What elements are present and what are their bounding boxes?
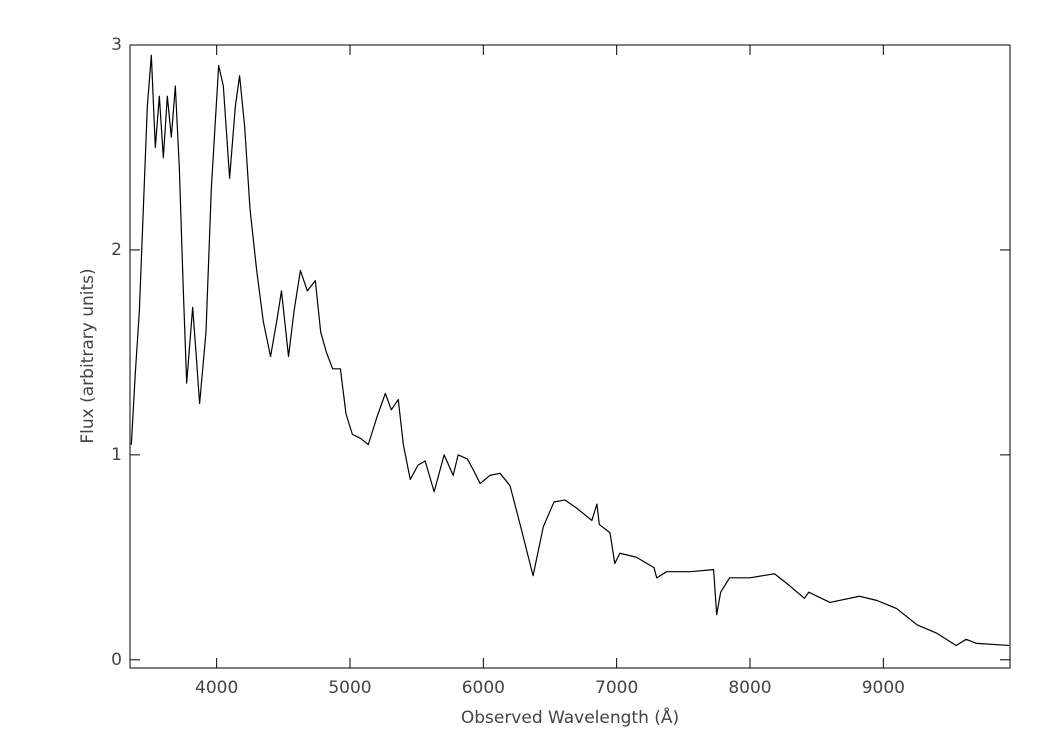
x-tick-label: 5000	[328, 678, 371, 698]
y-tick-label: 1	[111, 445, 122, 465]
x-tick-label: 4000	[195, 678, 238, 698]
plot-frame	[129, 44, 1011, 669]
y-tick-label: 3	[111, 35, 122, 55]
x-tick-label: 9000	[862, 678, 905, 698]
y-axis-label: Flux (arbitrary units)	[78, 268, 98, 443]
y-tick-label: 2	[111, 240, 122, 260]
x-tick-label: 6000	[462, 678, 505, 698]
y-tick-label: 0	[111, 650, 122, 670]
x-axis-label: Observed Wavelength (Å)	[461, 706, 679, 728]
spectrum-line	[130, 54, 1010, 647]
x-tick-label: 7000	[595, 678, 638, 698]
x-tick-label: 8000	[728, 678, 771, 698]
